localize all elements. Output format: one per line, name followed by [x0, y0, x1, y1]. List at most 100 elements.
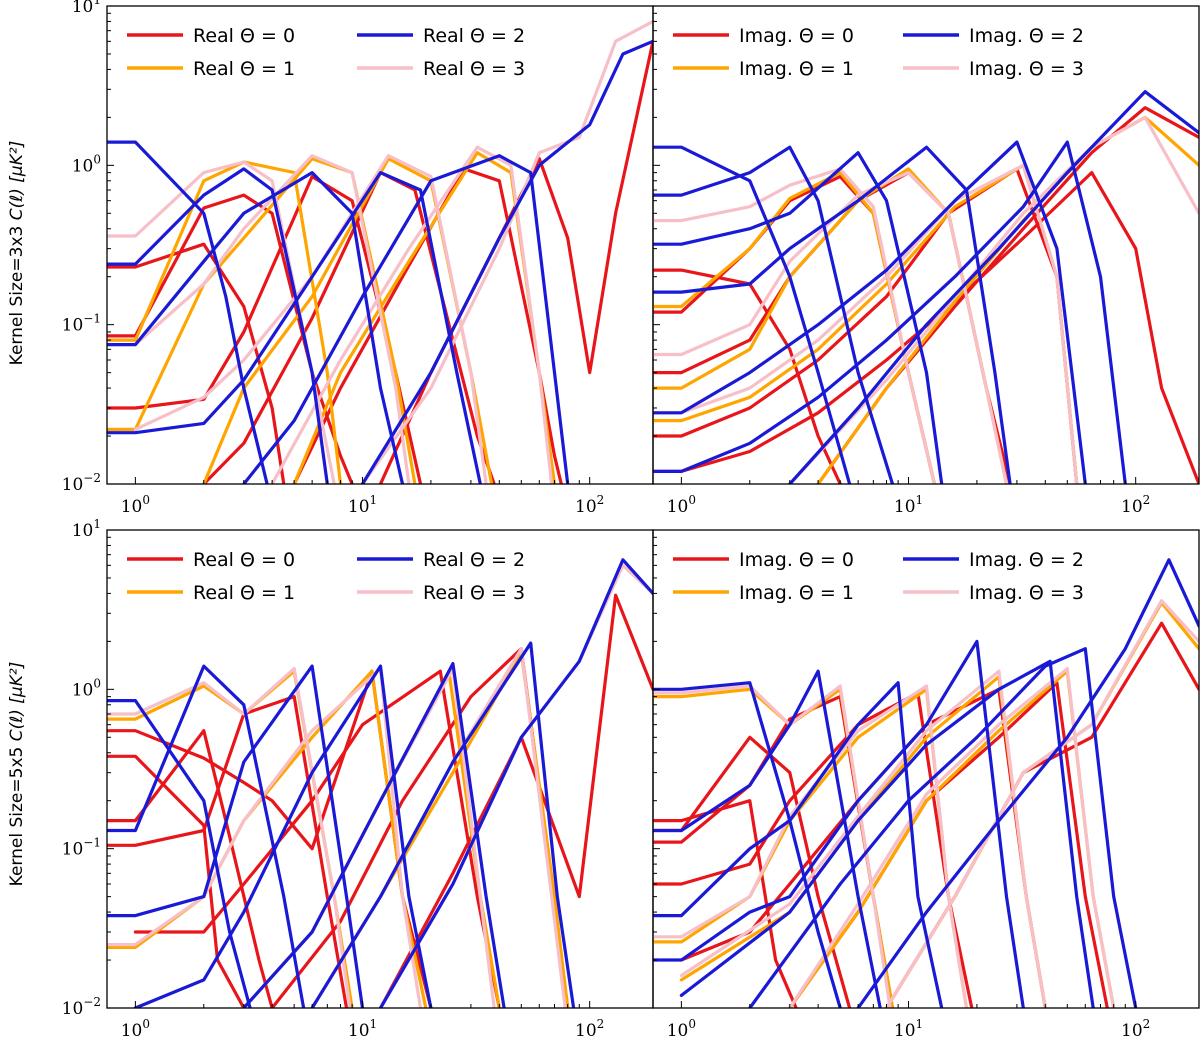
series-real-theta-3-band-4: [270, 145, 554, 484]
series-imag-theta-2-band-7: [788, 90, 1199, 484]
series-imag-theta-2-band-6: [653, 140, 1127, 484]
series-group: [653, 90, 1199, 484]
series-imag-theta-0-band-1: [653, 799, 798, 1008]
x-tick-label: 102: [1121, 1017, 1150, 1041]
series-real-theta-2-band-2: [107, 664, 306, 1008]
legend-label-imag-theta-3: Imag. Θ = 3: [969, 582, 1084, 604]
series-imag-theta-3-band-3: [679, 669, 1047, 1008]
x-tick-label: 101: [894, 493, 923, 517]
y-tick-label: 10−2: [62, 995, 101, 1019]
y-tick-label: 10−1: [62, 312, 101, 336]
row-label-top: Kernel Size=3x3 C(ℓ) [μK²]: [7, 141, 27, 366]
legend-label-real-theta-1: Real Θ = 1: [193, 58, 295, 80]
y-tick-label: 101: [72, 517, 101, 541]
legend-label-real-theta-1: Real Θ = 1: [193, 582, 295, 604]
series-real-theta-2-band-5: [242, 154, 570, 484]
legend-label-imag-theta-0: Imag. Θ = 0: [739, 549, 854, 571]
row-label-top-prefix: Kernel Size=3x3: [7, 226, 27, 366]
y-tick-label: 100: [72, 152, 101, 176]
series-real-theta-3-band-4: [310, 647, 567, 1008]
row-label-top-ylabel: C(ℓ) [μK²]: [7, 141, 27, 221]
plot-frame: [106, 5, 654, 485]
series-imag-theta-0-band-4: [653, 167, 1079, 484]
series-imag-theta-3-band-4: [788, 666, 1116, 1008]
series-imag-theta-2-band-4: [653, 145, 1012, 484]
panel-top-right: 100 101 102 Imag. Θ = 0 Imag. Θ = 2 Imag. Θ =…: [652, 5, 1200, 517]
row-label-bottom: Kernel Size=5x5 C(ℓ) [μK²]: [7, 662, 27, 887]
plot-frame: [106, 529, 654, 1009]
series-imag-theta-0-band-5: [653, 171, 1199, 484]
legend-label-imag-theta-0: Imag. Θ = 0: [739, 25, 854, 47]
series-group: [107, 558, 653, 1008]
row-label-bottom-prefix: Kernel Size=5x5: [7, 747, 27, 887]
y-tick-label: 10−2: [62, 471, 101, 495]
series-imag-theta-2-band-2: [653, 669, 882, 1008]
legend-label-real-theta-0: Real Θ = 0: [193, 549, 295, 571]
series-real-theta-2-band-5: [242, 661, 506, 1008]
series-imag-theta-3-band-4: [788, 115, 1199, 484]
x-tick-label: 102: [1121, 493, 1150, 517]
series-group: [107, 19, 653, 484]
plot-frame: [652, 529, 1200, 1009]
y-tick-label: 10−1: [62, 836, 101, 860]
series-imag-theta-3-band-3: [653, 163, 1079, 484]
series-real-theta-3-band-2: [107, 666, 423, 1008]
plot-frame: [652, 5, 1200, 485]
series-real-theta-2-band-4: [107, 171, 482, 484]
series-group: [653, 558, 1199, 1008]
x-tick-label: 100: [667, 1017, 696, 1041]
legend: Real Θ = 0 Real Θ = 2 Real Θ = 1 Real Θ = 3: [127, 25, 525, 80]
series-imag-theta-2-band-1: [653, 681, 842, 1008]
series-imag-theta-2-band-2: [653, 145, 895, 484]
legend-label-real-theta-2: Real Θ = 2: [423, 25, 525, 47]
legend: Imag. Θ = 0 Imag. Θ = 2 Imag. Θ = 1 Imag. Θ…: [673, 25, 1084, 80]
legend-label-real-theta-3: Real Θ = 3: [423, 582, 525, 604]
legend-label-real-theta-3: Real Θ = 3: [423, 58, 525, 80]
series-real-theta-0-band-1: [107, 242, 286, 484]
y-tick-label: 101: [72, 0, 101, 17]
series-real-theta-2-band-1: [107, 698, 252, 1008]
series-imag-theta-0-band-1: [653, 268, 842, 484]
series-imag-theta-2-band-3: [653, 681, 944, 1008]
series-real-theta-2-band-2: [107, 167, 329, 484]
legend-label-imag-theta-2: Imag. Θ = 2: [969, 25, 1084, 47]
series-real-theta-2-band-1: [107, 140, 269, 484]
series-real-theta-0-band-2: [107, 729, 274, 1008]
series-real-theta-1-band-2: [107, 157, 417, 484]
series-imag-theta-0-band-7: [884, 621, 1199, 1008]
series-real-theta-2-band-4: [133, 664, 433, 1008]
x-tick-label: 100: [121, 493, 150, 517]
legend: Real Θ = 0 Real Θ = 2 Real Θ = 1 Real Θ = 3: [127, 549, 525, 604]
legend-label-real-theta-2: Real Θ = 2: [423, 549, 525, 571]
legend-label-imag-theta-1: Imag. Θ = 1: [739, 58, 854, 80]
series-real-theta-2-band-7: [378, 558, 653, 1008]
series-real-theta-0-band-5: [133, 669, 501, 1008]
series-real-theta-2-band-6: [360, 39, 653, 484]
x-tick-label: 100: [667, 493, 696, 517]
series-imag-theta-3-band-2: [653, 171, 1009, 484]
series-imag-theta-3-band-1: [653, 167, 937, 484]
series-imag-theta-2-band-3: [653, 151, 944, 484]
series-imag-theta-2-band-7: [856, 558, 1199, 1008]
legend-label-imag-theta-1: Imag. Θ = 1: [739, 582, 854, 604]
series-imag-theta-2-band-1: [653, 145, 852, 484]
series-imag-theta-2-band-4: [653, 639, 1025, 1008]
x-tick-label: 101: [894, 1017, 923, 1041]
legend-label-imag-theta-2: Imag. Θ = 2: [969, 549, 1084, 571]
series-imag-theta-2-band-6: [748, 647, 1138, 1008]
series-real-theta-3-band-1: [107, 666, 352, 1008]
y-tick-label: 100: [72, 676, 101, 700]
series-real-theta-3-band-5: [360, 19, 653, 484]
series-real-theta-2-band-3: [107, 664, 365, 1008]
x-tick-label: 100: [121, 1017, 150, 1041]
series-real-theta-0-band-1: [107, 754, 246, 1008]
legend: Imag. Θ = 0 Imag. Θ = 2 Imag. Θ = 1 Imag. Θ…: [673, 549, 1084, 604]
x-tick-label: 101: [348, 1017, 377, 1041]
series-real-theta-0-band-5: [292, 167, 563, 484]
row-label-bottom-ylabel: C(ℓ) [μK²]: [7, 662, 27, 742]
